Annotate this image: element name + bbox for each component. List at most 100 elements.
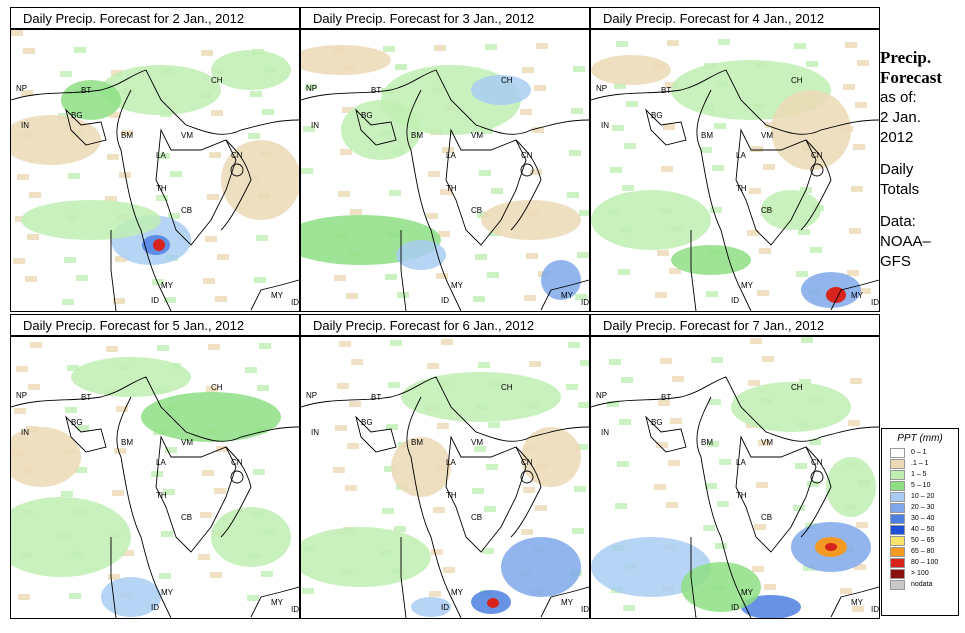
precip-pixel xyxy=(714,123,726,129)
precip-pixel xyxy=(487,272,499,278)
legend-item: 80 – 100 xyxy=(890,557,958,568)
panel-title: Daily Precip. Forecast for 6 Jan., 2012 xyxy=(300,314,590,336)
precip-pixel xyxy=(491,188,503,194)
panel-title: Daily Precip. Forecast for 7 Jan., 2012 xyxy=(590,314,880,336)
precip-pixel xyxy=(436,273,448,279)
precip-pixel xyxy=(75,467,87,473)
country-label-bt: BT xyxy=(371,393,381,402)
legend-item: .1 – 1 xyxy=(890,458,958,469)
precip-pixel xyxy=(523,487,535,493)
country-label-bm: BM xyxy=(121,131,133,140)
legend-item: 10 – 20 xyxy=(890,491,958,502)
precip-area xyxy=(741,595,801,618)
precip-pixel xyxy=(161,531,173,537)
precip-pixel xyxy=(472,488,484,494)
border-line xyxy=(520,470,534,484)
precip-pixel xyxy=(257,385,269,391)
precip-pixel xyxy=(254,277,266,283)
precip-pixel xyxy=(475,254,487,260)
border-line xyxy=(645,108,687,146)
precip-pixel xyxy=(170,171,182,177)
forecast-panel-4: Daily Precip. Forecast for 5 Jan., 2012 … xyxy=(10,314,300,619)
country-label-id1: ID xyxy=(441,296,449,305)
country-label-id2: ID xyxy=(291,298,299,307)
precip-map: NP BT IN BG CH BM VM LA CN TH CB MY ID MY ID xyxy=(300,336,590,619)
precip-area xyxy=(411,597,451,617)
precip-pixel xyxy=(621,377,633,383)
precip-pixel xyxy=(840,588,852,594)
legend-item: 50 – 65 xyxy=(890,535,958,546)
side-title-line1: Precip. xyxy=(880,48,932,67)
precip-pixel xyxy=(575,294,587,300)
precip-pixel xyxy=(796,271,808,277)
precip-pixel xyxy=(484,506,496,512)
precip-pixel xyxy=(619,419,631,425)
precip-pixel xyxy=(486,464,498,470)
precip-pixel xyxy=(335,425,347,431)
precip-pixel xyxy=(17,174,29,180)
precip-area xyxy=(671,245,751,275)
border-line xyxy=(520,163,534,177)
precip-pixel xyxy=(710,207,722,213)
country-label-in: IN xyxy=(601,121,609,130)
precip-pixel xyxy=(389,190,401,196)
precip-area xyxy=(826,457,876,517)
precip-pixel xyxy=(749,188,761,194)
border-line xyxy=(155,435,237,553)
precip-pixel xyxy=(211,110,223,116)
precip-pixel xyxy=(203,278,215,284)
country-label-cb: CB xyxy=(181,513,192,522)
country-label-bm: BM xyxy=(121,438,133,447)
country-label-in: IN xyxy=(311,121,319,130)
border-line xyxy=(735,435,817,553)
precip-pixel xyxy=(23,48,35,54)
precip-pixel xyxy=(76,275,88,281)
precip-pixel xyxy=(669,268,681,274)
country-label-bm: BM xyxy=(701,438,713,447)
precip-pixel xyxy=(159,573,171,579)
precip-pixel xyxy=(843,84,855,90)
precip-pixel xyxy=(443,567,455,573)
precip-area xyxy=(471,75,531,105)
precip-pixel xyxy=(115,256,127,262)
precip-pixel xyxy=(11,30,23,36)
precip-area xyxy=(771,90,851,170)
precip-pixel xyxy=(857,60,869,66)
precip-pixel xyxy=(571,108,583,114)
country-label-my1: MY xyxy=(161,281,174,290)
precip-area xyxy=(591,190,711,250)
country-label-my2: MY xyxy=(561,598,574,607)
precip-pixel xyxy=(806,61,818,67)
precip-pixel xyxy=(437,423,449,429)
precip-pixel xyxy=(700,147,712,153)
precip-area xyxy=(401,372,561,422)
precip-pixel xyxy=(848,420,860,426)
precip-pixel xyxy=(616,41,628,47)
country-label-cb: CB xyxy=(761,206,772,215)
precip-pixel xyxy=(798,229,810,235)
precip-pixel xyxy=(859,288,871,294)
country-label-id2: ID xyxy=(581,605,589,614)
precip-pixel xyxy=(74,47,86,53)
precip-pixel xyxy=(208,344,220,350)
precip-pixel xyxy=(747,230,759,236)
country-label-bg: BG xyxy=(651,418,663,427)
precip-pixel xyxy=(248,133,260,139)
precip-area xyxy=(153,239,165,251)
precip-area xyxy=(391,437,451,497)
country-label-bt: BT xyxy=(81,393,91,402)
precip-pixel xyxy=(429,591,441,597)
precip-pixel xyxy=(615,503,627,509)
precip-pixel xyxy=(438,231,450,237)
legend-label: .1 – 1 xyxy=(911,460,929,467)
precip-pixel xyxy=(434,45,446,51)
border-line xyxy=(301,69,589,135)
country-label-bg: BG xyxy=(71,111,83,120)
legend-swatch xyxy=(890,524,905,535)
legend-swatch xyxy=(890,458,905,469)
precip-pixel xyxy=(206,386,218,392)
precip-pixel xyxy=(384,466,396,472)
precip-area xyxy=(501,537,581,597)
precip-pixel xyxy=(25,276,37,282)
precip-pixel xyxy=(152,279,164,285)
